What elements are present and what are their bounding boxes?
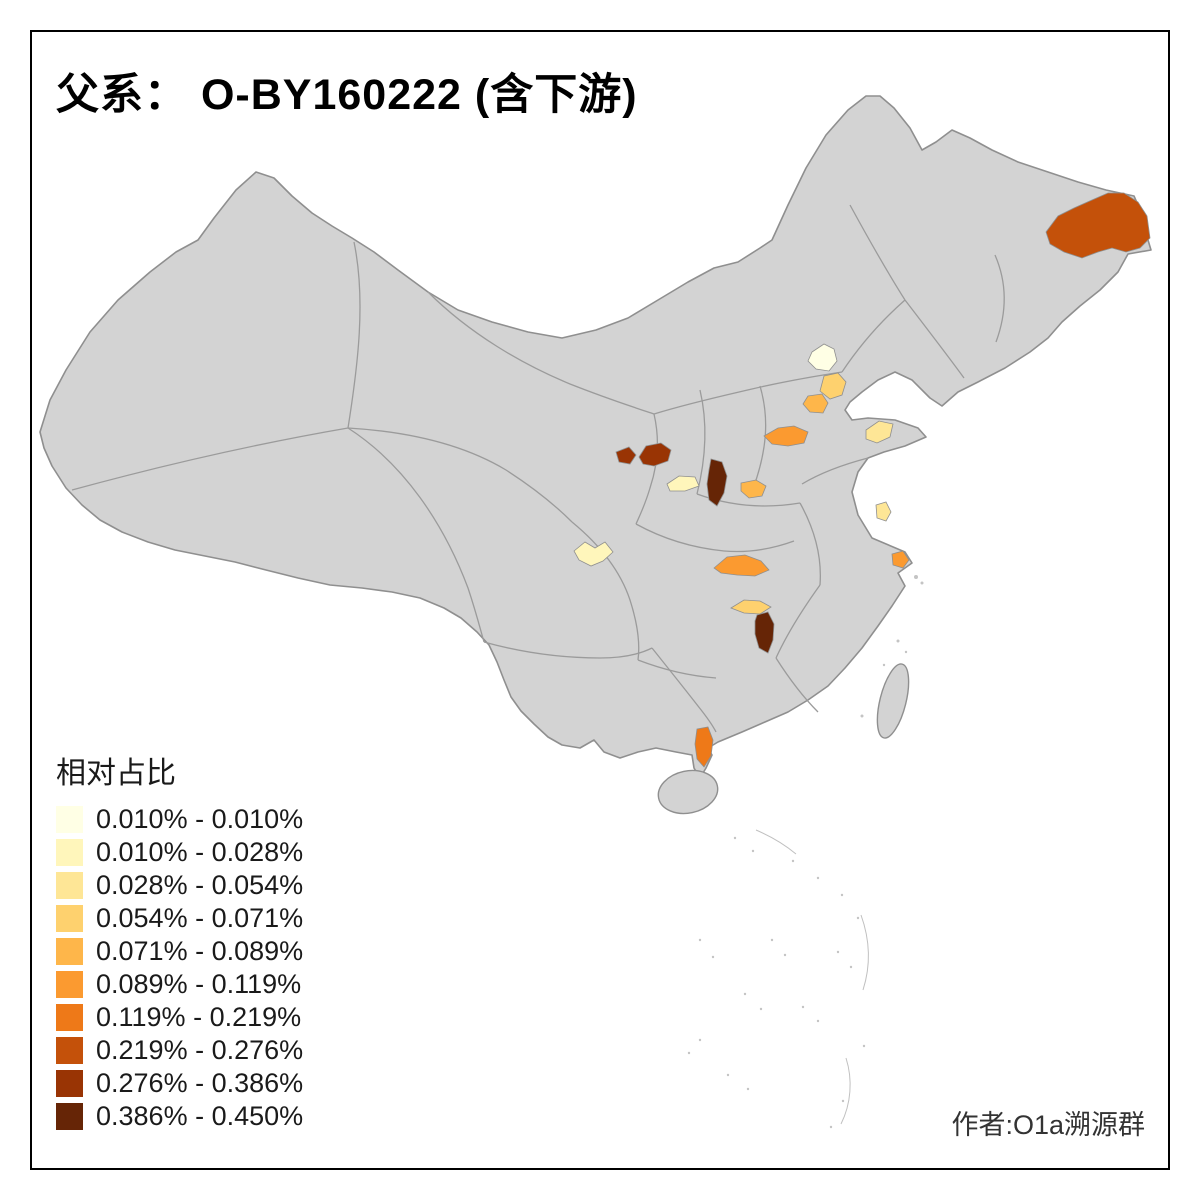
legend-swatch — [56, 938, 83, 965]
legend-label: 0.028% - 0.054% — [96, 870, 304, 900]
legend-swatch — [56, 971, 83, 998]
legend-swatch — [56, 806, 83, 833]
legend-title: 相对占比 — [56, 757, 176, 790]
legend-swatch — [56, 1004, 83, 1031]
legend-swatch — [56, 1070, 83, 1097]
hainan-island — [657, 769, 719, 815]
legend-swatch — [56, 872, 83, 899]
legend-row: 0.089% - 0.119% — [56, 969, 303, 999]
map-region-tianjin-langfang — [819, 372, 847, 400]
map-title: 父系： O-BY160222 (含下游) — [56, 71, 638, 119]
legend-label: 0.071% - 0.089% — [96, 936, 304, 966]
map-region-hunan-central-dark — [754, 611, 775, 654]
province-borders — [71, 204, 1005, 733]
legend-swatch — [56, 1103, 83, 1130]
legend-swatch — [56, 905, 83, 932]
mainland-outline — [39, 95, 1152, 779]
coastal-islands — [687, 575, 924, 1129]
legend-label: 0.276% - 0.386% — [96, 1068, 304, 1098]
map-region-central-shaanxi-dark — [706, 458, 728, 507]
map-region-shanghai-suzhou — [891, 550, 910, 569]
legend-label: 0.219% - 0.276% — [96, 1035, 304, 1065]
map-region-baoding — [802, 393, 829, 414]
map-region-northeast-heilongjiang — [1045, 192, 1151, 259]
legend-swatch — [56, 1037, 83, 1064]
china-base — [39, 95, 1152, 1129]
legend-row: 0.276% - 0.386% — [56, 1068, 304, 1098]
map-region-south-shanxi — [740, 479, 767, 499]
taiwan-island — [876, 663, 910, 739]
map-region-hunan-north — [730, 599, 772, 615]
author-credit: 作者:O1a溯源群 — [951, 1110, 1145, 1140]
map-region-north-shaanxi-east — [638, 442, 672, 467]
legend-row: 0.028% - 0.054% — [56, 870, 304, 900]
legend-label: 0.386% - 0.450% — [96, 1101, 304, 1131]
legend-label: 0.119% - 0.219% — [96, 1002, 302, 1032]
legend-row: 0.071% - 0.089% — [56, 936, 304, 966]
highlighted-regions — [573, 192, 1151, 768]
map-region-shijiazhuang-strip — [763, 425, 809, 447]
legend-swatch — [56, 839, 83, 866]
map-region-chengdu — [573, 541, 614, 567]
legend-label: 0.010% - 0.010% — [96, 804, 304, 834]
legend-label: 0.089% - 0.119% — [96, 969, 302, 999]
map-region-jiangsu-central — [875, 501, 892, 522]
map-region-beijing — [807, 343, 838, 372]
legend-row: 0.010% - 0.010% — [56, 804, 304, 834]
legend-row: 0.219% - 0.276% — [56, 1035, 304, 1065]
map-region-leizhou-peninsula — [694, 726, 714, 768]
map-region-hubei-central — [713, 554, 770, 577]
legend-row: 0.010% - 0.028% — [56, 837, 304, 867]
legend-row: 0.386% - 0.450% — [56, 1101, 304, 1131]
map-region-shandong-peninsula — [865, 420, 894, 444]
legend-label: 0.010% - 0.028% — [96, 837, 304, 867]
legend-label: 0.054% - 0.071% — [96, 903, 304, 933]
map-region-guanzhong-pale — [666, 475, 700, 492]
map-region-north-shaanxi-west — [615, 446, 637, 465]
legend: 相对占比 0.010% - 0.010% 0.010% - 0.028% 0.028… — [56, 748, 303, 1136]
legend-row: 0.119% - 0.219% — [56, 1002, 303, 1032]
legend-row: 0.054% - 0.071% — [56, 903, 304, 933]
legend-items: 0.010% - 0.010% 0.010% - 0.028% 0.028% - 0… — [56, 804, 304, 1131]
